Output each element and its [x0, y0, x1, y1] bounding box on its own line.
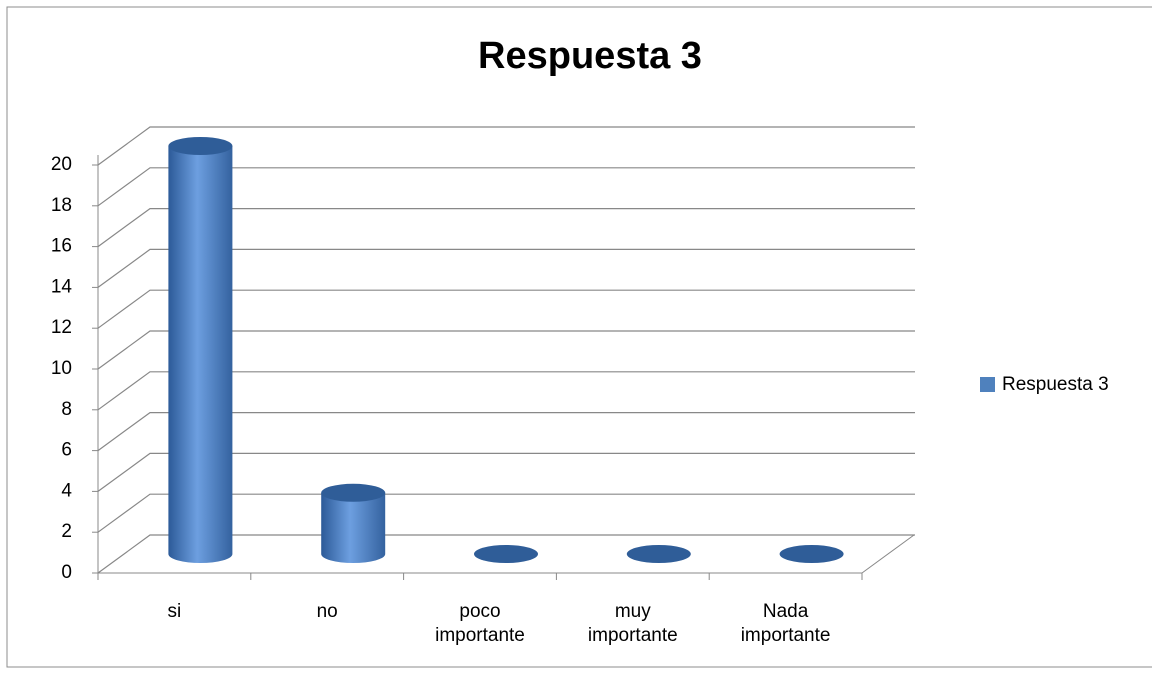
bar-top: [321, 483, 386, 502]
grid-line: [97, 493, 915, 533]
chart-border: [6, 6, 1152, 668]
grid-line: [97, 126, 915, 166]
y-tick-label: 20: [51, 154, 72, 175]
grid-line: [97, 452, 915, 492]
y-tick-label: 18: [51, 195, 72, 216]
grid: [92, 126, 915, 580]
legend-swatch: [980, 377, 995, 392]
bar: [321, 483, 386, 563]
grid-line: [97, 248, 915, 288]
y-tick-label: 14: [51, 276, 73, 297]
grid-line: [97, 167, 915, 207]
bar-top: [474, 545, 538, 563]
x-tick-label: muy importante: [587, 601, 678, 646]
chart-title: Respuesta 3: [478, 35, 702, 77]
bar: [474, 545, 538, 563]
y-tick-label: 12: [51, 317, 72, 338]
bar: [779, 545, 844, 563]
y-tick-label: 2: [61, 521, 72, 542]
floor-edge: [861, 534, 915, 574]
x-tick-label: no: [316, 601, 338, 622]
grid-line: [97, 534, 915, 574]
y-tick-label: 10: [51, 358, 72, 379]
grid-line: [97, 208, 915, 248]
bar-top: [626, 545, 691, 563]
bar-top: [779, 545, 844, 563]
y-tick-label: 16: [51, 236, 72, 257]
y-tick-label: 8: [61, 399, 72, 420]
bar-body: [168, 146, 233, 563]
bar: [168, 137, 233, 563]
grid-line: [97, 330, 915, 370]
y-tick-label: 6: [61, 440, 72, 461]
y-tick-label: 0: [61, 562, 72, 583]
legend-label: Respuesta 3: [1002, 374, 1109, 395]
bar-top: [168, 137, 233, 155]
grid-line: [97, 412, 915, 452]
bar-body: [321, 492, 386, 563]
grid-line: [97, 289, 915, 329]
x-tick-label: poco importante: [435, 601, 525, 646]
x-tick-label: Nada importante: [740, 601, 831, 646]
bar: [626, 545, 691, 563]
x-tick-label: si: [167, 601, 182, 622]
y-tick-label: 4: [61, 480, 72, 501]
marks: [168, 137, 844, 563]
grid-line: [97, 371, 915, 411]
